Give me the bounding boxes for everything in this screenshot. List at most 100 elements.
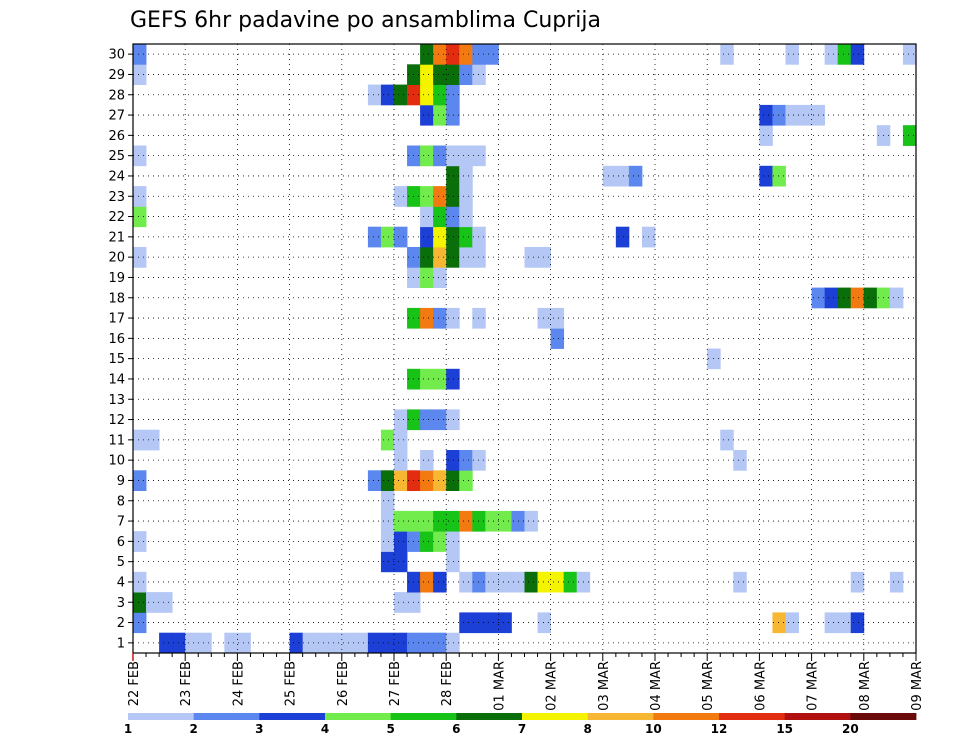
legend-color-swatch bbox=[587, 713, 654, 720]
legend-level-label: 1 bbox=[124, 722, 132, 736]
heatmap-cell bbox=[485, 612, 499, 634]
heatmap-cell bbox=[472, 64, 486, 85]
y-tick-label: 11 bbox=[108, 433, 125, 448]
legend-level-label: 2 bbox=[189, 722, 197, 736]
x-tick-label: 02 MAR bbox=[545, 661, 560, 711]
heatmap-cell bbox=[420, 307, 434, 329]
heatmap-cell bbox=[550, 307, 565, 329]
legend-color-swatch bbox=[522, 713, 589, 720]
heatmap-cell bbox=[733, 450, 747, 471]
y-tick-label: 14 bbox=[108, 372, 125, 387]
heatmap-cell bbox=[459, 510, 473, 532]
heatmap-cell bbox=[133, 531, 147, 552]
heatmap-cell bbox=[433, 145, 447, 167]
heatmap-cell bbox=[133, 470, 147, 491]
heatmap-cell bbox=[380, 510, 395, 532]
heatmap-cell bbox=[472, 571, 486, 593]
heatmap-cell bbox=[902, 44, 917, 65]
heatmap-cell bbox=[420, 186, 434, 207]
y-tick-label: 2 bbox=[117, 616, 125, 631]
y-tick-label: 19 bbox=[108, 271, 125, 286]
y-tick-label: 28 bbox=[108, 88, 125, 103]
heatmap-cell bbox=[446, 470, 460, 491]
heatmap-cell bbox=[446, 186, 460, 207]
y-tick-label: 30 bbox=[108, 48, 125, 63]
heatmap-cell bbox=[472, 510, 486, 532]
legend-color-swatch bbox=[719, 713, 786, 720]
heatmap-cell bbox=[433, 267, 447, 288]
heatmap-cell bbox=[459, 612, 473, 634]
heatmap-cell bbox=[459, 247, 473, 268]
legend-level-label: 8 bbox=[583, 722, 591, 736]
y-tick-label: 12 bbox=[108, 413, 125, 428]
x-tick-label: 01 MAR bbox=[492, 661, 507, 711]
heatmap-cell bbox=[472, 450, 486, 471]
heatmap-cell bbox=[420, 368, 434, 390]
x-tick-label: 28 FEB bbox=[440, 661, 455, 706]
heatmap-cell bbox=[446, 206, 460, 228]
legend-color-swatch bbox=[259, 713, 326, 720]
heatmap-cell bbox=[837, 287, 852, 309]
heatmap-cell bbox=[420, 226, 434, 248]
heatmap-cell bbox=[498, 612, 512, 634]
y-tick-label: 5 bbox=[117, 555, 125, 570]
y-tick-label: 8 bbox=[117, 494, 125, 509]
heatmap-cell bbox=[824, 44, 839, 65]
legend-color-swatch bbox=[128, 713, 195, 720]
legend-level-label: 10 bbox=[645, 722, 662, 736]
heatmap-cell bbox=[420, 247, 434, 268]
heatmap-cell bbox=[733, 571, 747, 593]
heatmap-cell bbox=[367, 470, 382, 491]
x-axis: 22 FEB 23 FEB 24 FEB 25 FEB 26 FEB 27 FEB 28 F… bbox=[127, 653, 925, 711]
heatmap-cell bbox=[472, 226, 486, 248]
heatmap-cell bbox=[146, 429, 160, 451]
heatmap-cell bbox=[420, 632, 434, 654]
legend-level-label: 15 bbox=[776, 722, 793, 736]
y-tick-label: 20 bbox=[108, 251, 125, 266]
y-tick-label: 1 bbox=[117, 636, 125, 651]
heatmap-cell bbox=[850, 44, 865, 65]
heatmap-cell bbox=[902, 125, 917, 146]
heatmap-cell bbox=[420, 267, 434, 288]
heatmap-cell bbox=[354, 632, 369, 654]
heatmap-cell bbox=[433, 632, 447, 654]
heatmap-cell bbox=[133, 429, 147, 451]
y-tick-label: 21 bbox=[108, 230, 125, 245]
y-tick-label: 26 bbox=[108, 129, 125, 144]
heatmap-cell bbox=[328, 632, 343, 654]
heatmap-cell bbox=[420, 145, 434, 167]
x-tick-label: 07 MAR bbox=[806, 661, 821, 711]
heatmap-cell bbox=[433, 64, 447, 85]
heatmap-cell bbox=[524, 571, 538, 593]
heatmap-cell bbox=[837, 612, 852, 634]
heatmap-cell bbox=[420, 64, 434, 85]
heatmap-cell bbox=[446, 104, 460, 126]
y-tick-label: 3 bbox=[117, 596, 125, 611]
heatmap-cell bbox=[133, 612, 147, 634]
heatmap-cell bbox=[446, 450, 460, 471]
y-tick-label: 4 bbox=[117, 575, 125, 590]
heatmap-cell bbox=[446, 226, 460, 248]
heatmap-cell bbox=[380, 632, 395, 654]
legend-color-swatch bbox=[325, 713, 392, 720]
y-tick-label: 17 bbox=[108, 312, 125, 327]
heatmap-cell bbox=[433, 104, 447, 126]
y-tick-label: 22 bbox=[108, 210, 125, 225]
heatmap-cell bbox=[133, 44, 147, 65]
x-tick-label: 04 MAR bbox=[649, 661, 664, 711]
heatmap-cell bbox=[720, 44, 734, 65]
heatmap-cell bbox=[615, 165, 630, 187]
heatmap-cell bbox=[446, 409, 460, 431]
x-tick-label: 24 FEB bbox=[231, 661, 246, 706]
heatmap-cell bbox=[394, 551, 408, 573]
heatmap-cell bbox=[133, 247, 147, 268]
heatmap-cell bbox=[367, 632, 382, 654]
heatmap-cell bbox=[459, 186, 473, 207]
heatmap-cell bbox=[380, 531, 395, 552]
heatmap-cell bbox=[380, 551, 395, 573]
heatmap-cell bbox=[380, 84, 395, 106]
heatmap-cell bbox=[198, 632, 212, 654]
heatmap-cell bbox=[472, 612, 486, 634]
x-tick-label: 27 FEB bbox=[388, 661, 403, 706]
heatmap-cell bbox=[850, 287, 865, 309]
